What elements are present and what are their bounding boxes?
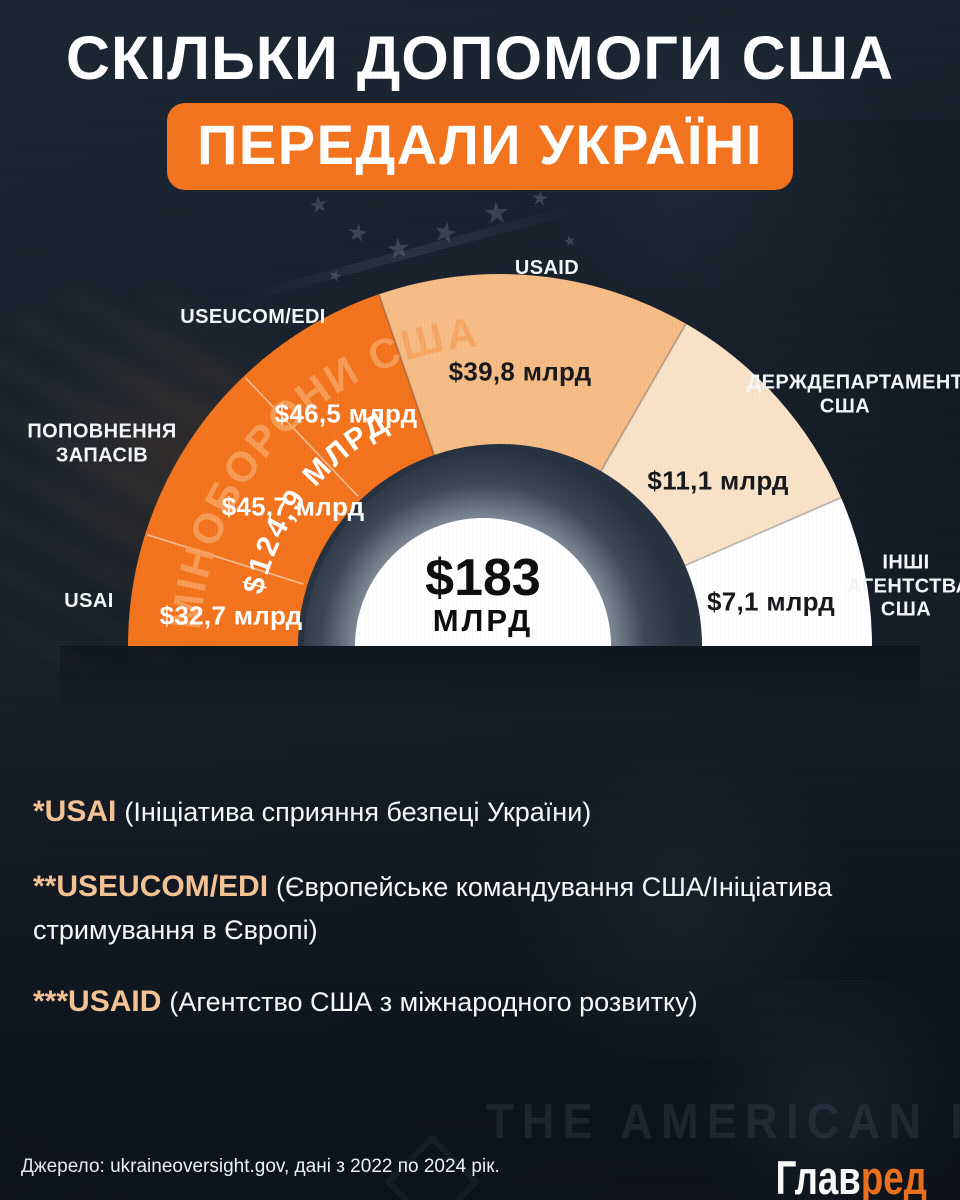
logo-part-white: Глав: [775, 1151, 861, 1200]
footnote-term: **USEUCOM/EDI: [33, 870, 269, 903]
segment-seam: [600, 323, 687, 472]
chart-baseline-shadow: [60, 646, 920, 716]
logo-part-orange: ред: [860, 1151, 927, 1200]
segment-seam: [684, 496, 842, 567]
segment-seam: [377, 293, 436, 456]
footnote-usai: *USAI (Ініціатива сприяння безпеці Україн…: [33, 793, 591, 836]
glavred-logo: Главред: [776, 1150, 927, 1200]
footnote-definition: (Європейське командування США/Ініціатива…: [33, 872, 833, 945]
page-title-line1: СКІЛЬКИ ДОПОМОГИ США: [65, 24, 895, 92]
chart-wedge-usaid: [378, 274, 686, 472]
footnote-useucom: **USEUCOM/EDI (Європейське командування С…: [33, 868, 960, 954]
footnote-definition: (Агентство США з міжнародного розвитку): [169, 987, 698, 1017]
footnote-term: *USAI: [33, 795, 117, 828]
title-block: СКІЛЬКИ ДОПОМОГИ США ПЕРЕДАЛИ УКРАЇНІ: [0, 0, 960, 191]
chart-wedge-useucom: [243, 294, 435, 500]
chart-wedge-popovnennya: [145, 376, 361, 586]
orange-sub-divider: [146, 533, 304, 585]
footnote-usaid: ***USAID (Агентство США з міжнародного ро…: [33, 983, 698, 1026]
page-title-line2-badge: ПЕРЕДАЛИ УКРАЇНІ: [167, 103, 793, 191]
chart-wedge-usai: [127, 534, 308, 646]
chart-wedge-inshi: [685, 497, 872, 646]
center-dome: [355, 518, 611, 646]
footnote-term: ***USAID: [33, 985, 162, 1018]
source-note: Джерело: ukraineoversight.gov, дані з 20…: [21, 1156, 500, 1177]
chart-wedge-derzhdep: [601, 323, 842, 566]
footnote-definition: (Ініціатива сприяння безпеці України): [124, 797, 592, 827]
orange-sub-divider: [244, 377, 359, 498]
